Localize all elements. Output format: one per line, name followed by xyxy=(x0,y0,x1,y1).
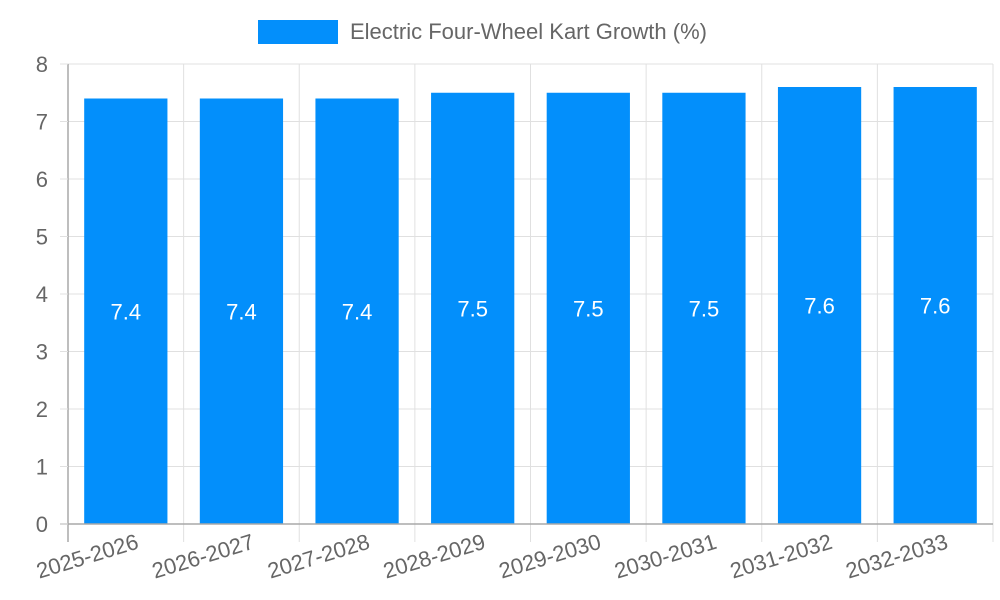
x-tick-label: 2029-2030 xyxy=(496,529,604,584)
y-tick-label: 1 xyxy=(36,455,48,480)
x-tick-label: 2027-2028 xyxy=(265,529,373,584)
y-tick-label: 4 xyxy=(36,282,48,307)
x-tick-label: 2028-2029 xyxy=(380,529,488,584)
y-tick-label: 6 xyxy=(36,167,48,192)
legend-label: Electric Four-Wheel Kart Growth (%) xyxy=(350,19,707,44)
y-tick-label: 7 xyxy=(36,110,48,135)
y-tick-label: 5 xyxy=(36,225,48,250)
data-label: 7.5 xyxy=(573,296,604,321)
y-axis-ticks: 0 1 2 3 4 5 6 7 8 xyxy=(36,52,68,537)
data-labels: 7.4 7.4 7.4 7.5 7.5 7.5 7.6 7.6 xyxy=(111,294,951,325)
x-tick-label: 2025-2026 xyxy=(33,529,141,584)
bars xyxy=(84,87,977,524)
bar[interactable] xyxy=(199,98,284,525)
y-tick-label: 3 xyxy=(36,340,48,365)
data-label: 7.6 xyxy=(804,294,835,319)
chart-legend: Electric Four-Wheel Kart Growth (%) xyxy=(258,19,707,44)
data-label: 7.4 xyxy=(342,299,373,324)
bar[interactable] xyxy=(431,92,515,524)
data-label: 7.6 xyxy=(920,294,951,319)
legend-swatch[interactable] xyxy=(258,20,338,44)
bar[interactable] xyxy=(662,92,746,524)
x-axis-ticks: 2025-2026 2026-2027 2027-2028 2028-2029 2029… xyxy=(33,529,950,584)
bar[interactable] xyxy=(84,98,168,525)
data-label: 7.4 xyxy=(226,299,257,324)
x-tick-label: 2031-2032 xyxy=(727,529,835,584)
y-tick-label: 0 xyxy=(36,512,48,537)
axes xyxy=(60,64,993,542)
bar[interactable] xyxy=(777,87,862,524)
data-label: 7.4 xyxy=(111,299,142,324)
bar[interactable] xyxy=(315,98,399,525)
y-tick-label: 8 xyxy=(36,52,48,77)
bar[interactable] xyxy=(546,92,630,524)
data-label: 7.5 xyxy=(689,296,720,321)
bar[interactable] xyxy=(893,87,977,524)
x-tick-label: 2030-2031 xyxy=(611,529,719,584)
x-tick-label: 2032-2033 xyxy=(843,529,951,584)
y-tick-label: 2 xyxy=(36,397,48,422)
x-tick-label: 2026-2027 xyxy=(149,529,257,584)
data-label: 7.5 xyxy=(457,296,488,321)
